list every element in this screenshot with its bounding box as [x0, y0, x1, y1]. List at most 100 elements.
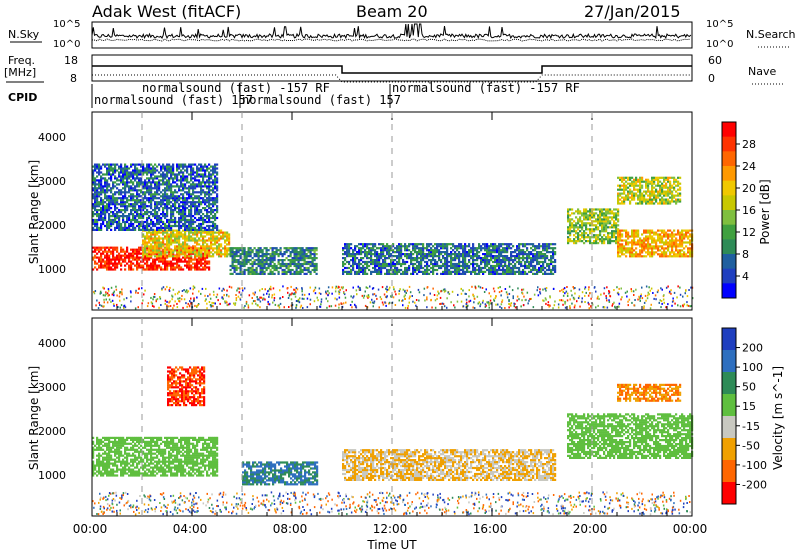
data-cell	[214, 239, 217, 242]
data-cell	[156, 222, 159, 226]
data-cell	[382, 255, 385, 258]
data-cell	[589, 228, 592, 231]
data-cell	[196, 264, 199, 267]
data-cell	[214, 183, 217, 186]
data-cell	[621, 188, 624, 191]
data-cell	[188, 163, 191, 166]
data-cell	[603, 230, 606, 233]
data-cell	[186, 228, 189, 231]
data-cell	[120, 258, 123, 261]
data-cell	[208, 255, 211, 258]
data-cell	[428, 243, 431, 246]
data-cell	[212, 220, 215, 224]
data-cell	[259, 251, 262, 254]
data-cell	[402, 270, 405, 273]
data-cell	[275, 253, 278, 256]
data-cell	[422, 253, 425, 256]
data-cell	[168, 253, 171, 256]
data-cell	[454, 245, 457, 248]
data-cell	[160, 228, 163, 231]
data-cell	[114, 213, 117, 216]
data-cell	[536, 247, 539, 250]
data-cell	[514, 259, 517, 262]
data-cell	[530, 262, 533, 266]
data-cell	[342, 260, 345, 264]
data-cell	[136, 260, 139, 263]
data-cell	[301, 270, 304, 273]
data-cell	[176, 256, 179, 259]
data-cell	[376, 264, 379, 268]
data-cell	[142, 163, 145, 166]
data-cell	[510, 270, 513, 273]
data-cell	[621, 202, 624, 205]
data-cell	[132, 199, 135, 202]
data-cell	[573, 240, 576, 243]
data-cell	[683, 247, 686, 250]
data-cell	[210, 224, 213, 228]
data-cell	[480, 268, 483, 272]
data-cell	[160, 260, 163, 263]
data-cell	[605, 218, 608, 221]
data-cell	[200, 264, 203, 267]
data-cell	[152, 249, 155, 252]
data-cell	[394, 247, 397, 250]
data-cell	[575, 224, 578, 227]
data-cell	[605, 230, 608, 233]
data-cell	[643, 243, 646, 246]
data-cell	[659, 249, 662, 252]
data-cell	[671, 237, 674, 240]
data-cell	[120, 163, 123, 166]
data-cell	[663, 233, 666, 236]
data-cell	[182, 173, 185, 176]
data-cell	[180, 171, 183, 174]
data-cell	[226, 239, 229, 242]
data-cell	[200, 222, 203, 226]
data-cell	[202, 207, 205, 210]
data-cell	[128, 254, 131, 257]
data-cell	[430, 259, 433, 262]
data-cell	[544, 249, 547, 252]
data-cell	[484, 243, 487, 246]
data-cell	[599, 208, 602, 211]
data-cell	[218, 249, 221, 252]
data-cell	[581, 232, 584, 235]
data-cell	[180, 193, 183, 196]
data-cell	[198, 255, 201, 258]
data-cell	[130, 193, 133, 196]
data-cell	[283, 264, 286, 268]
data-cell	[259, 262, 262, 266]
data-cell	[160, 205, 163, 208]
data-cell	[222, 233, 225, 236]
data-cell	[128, 260, 131, 263]
data-cell	[613, 240, 616, 243]
data-cell	[643, 249, 646, 252]
data-cell	[496, 260, 499, 264]
data-cell	[360, 243, 363, 246]
data-cell	[156, 197, 159, 200]
data-cell	[178, 167, 181, 170]
data-cell	[253, 260, 256, 264]
data-cell	[144, 254, 147, 257]
data-cell	[271, 257, 274, 260]
data-cell	[681, 243, 684, 246]
data-cell	[454, 264, 457, 268]
data-cell	[206, 205, 209, 208]
data-cell	[220, 235, 223, 238]
freq-panel: Freq. [MHz] 18 8 60 0 Nave	[4, 54, 784, 85]
data-cell	[571, 226, 574, 229]
data-cell	[237, 260, 240, 264]
data-cell	[106, 258, 109, 261]
data-cell	[198, 216, 201, 220]
data-cell	[609, 232, 612, 235]
data-cell	[162, 177, 165, 180]
data-cell	[450, 270, 453, 273]
data-cell	[184, 237, 187, 240]
data-cell	[233, 253, 236, 256]
data-cell	[472, 253, 475, 256]
data-cell	[271, 264, 274, 268]
data-cell	[567, 240, 570, 243]
data-cell	[146, 264, 149, 267]
data-cell	[428, 272, 431, 275]
data-cell	[293, 247, 296, 250]
data-cell	[587, 218, 590, 221]
